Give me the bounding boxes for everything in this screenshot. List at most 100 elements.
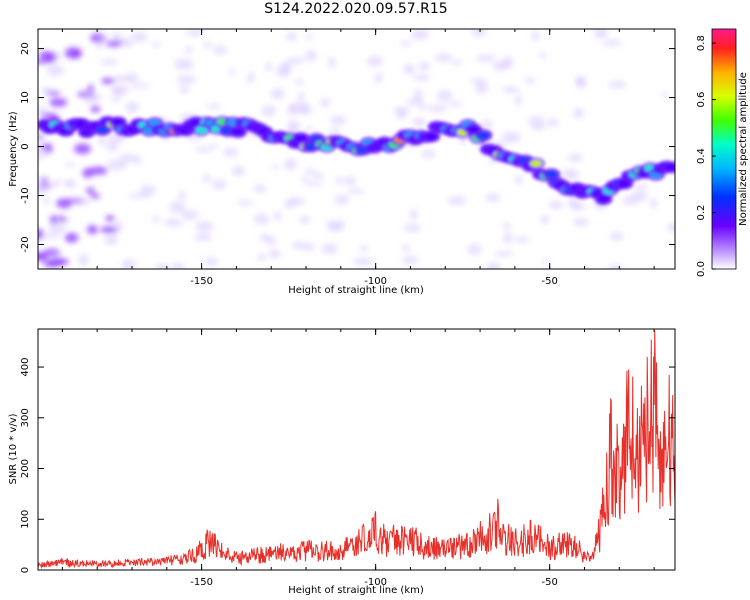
noise-blob [169,201,186,214]
noise-blob [418,61,431,71]
colorbar-tick-label: 0.2 [696,205,707,221]
noise-blob [593,29,607,39]
snr-y-axis-label: SNR (10 * v/v) [8,413,19,484]
noise-blob [347,188,365,194]
noise-blob [78,254,90,266]
snr-y-ticks: 0 100 200 300 400 [20,358,675,573]
spectrogram-y-ticks: -20 -10 0 10 20 [20,42,675,253]
noise-blob [163,218,183,227]
noise-blob [111,32,121,40]
y-tick-label: 0 [20,567,31,573]
noise-blob [38,59,50,64]
noise-blob [82,93,102,104]
noise-blob [107,159,127,171]
noise-blob [286,126,300,134]
spectrogram-x-ticks: -150 -100 -50 [61,29,655,287]
noise-blob [286,32,297,42]
x-tick-label: -50 [542,276,558,287]
y-tick-label: 0 [20,143,31,149]
noise-blob [125,101,139,113]
ridge-core [618,180,631,188]
noise-blob [39,177,49,183]
noise-blob [98,135,106,147]
noise-blob [105,141,119,152]
noise-blob [38,105,46,116]
noise-blob [253,213,270,225]
noise-blob [152,216,161,223]
snr-x-axis-label: Height of straight line (km) [288,585,424,596]
noise-blob [503,232,513,244]
noise-blob [202,173,211,183]
colorbar-tick-label: 0.8 [696,35,707,51]
noise-blob [295,78,304,86]
noise-blob [46,259,66,266]
noise-blob [268,249,281,259]
snr-frame [37,328,676,571]
ridge-core [545,170,558,178]
ridge-core [665,163,675,171]
ridge-core [232,128,245,136]
noise-blob [284,158,297,171]
noise-blob [131,83,151,89]
noise-blob [495,251,513,257]
noise-blob [514,237,531,243]
y-tick-label: -20 [20,236,31,252]
spectrogram-y-axis-label: Frequency (Hz) [8,111,19,187]
noise-blob [87,84,94,92]
ridge-core [467,125,480,133]
ridge-core [529,160,542,168]
snr-x-ticks: -150 -100 -50 [61,329,655,588]
noise-blob [501,131,521,144]
noise-blob [96,42,104,49]
noise-blob [561,169,571,176]
ridge-core [477,131,490,139]
noise-blob [321,243,338,254]
noise-blob [287,120,300,130]
noise-blob [64,232,79,243]
noise-blob [437,89,453,102]
noise-blob [194,233,212,242]
snr-series-line [38,330,675,570]
noise-blob [410,29,430,40]
y-tick-label: 400 [20,358,31,377]
noise-blob [195,146,212,153]
noise-blob [300,176,310,183]
colorbar-ticks: 0.0 0.2 0.4 0.6 0.8 [696,35,716,277]
noise-blob [228,69,236,76]
noise-blob [328,56,335,69]
noise-blob [503,221,511,231]
noise-blob [413,74,431,81]
noise-blob [150,42,162,47]
noise-blob [73,143,91,155]
noise-blob [49,98,68,107]
noise-blob [305,181,324,186]
noise-blob [541,260,550,266]
noise-blob [602,39,622,46]
spectrogram-frame [37,28,676,270]
colorbar-label: Normalized spectral amplitude [738,72,749,226]
noise-blob [404,223,421,233]
noise-blob [531,31,540,42]
noise-blob [528,115,545,128]
noise-blob [305,50,317,62]
noise-blob [541,214,549,225]
noise-blob [661,91,669,98]
noise-blob [475,82,488,94]
noise-blob [104,234,118,246]
noise-blob [607,80,627,88]
noise-blob [573,107,584,119]
noise-blob [649,198,658,209]
noise-blob [325,219,346,230]
noise-blob [223,147,239,157]
noise-blob [480,119,493,129]
noise-blob [128,193,148,199]
noise-blob [303,242,315,251]
noise-blob [500,87,517,93]
y-tick-label: 200 [20,459,31,478]
noise-blob [469,78,488,84]
noise-blob [38,148,48,159]
noise-blob [181,209,199,220]
noise-blob [112,74,132,83]
